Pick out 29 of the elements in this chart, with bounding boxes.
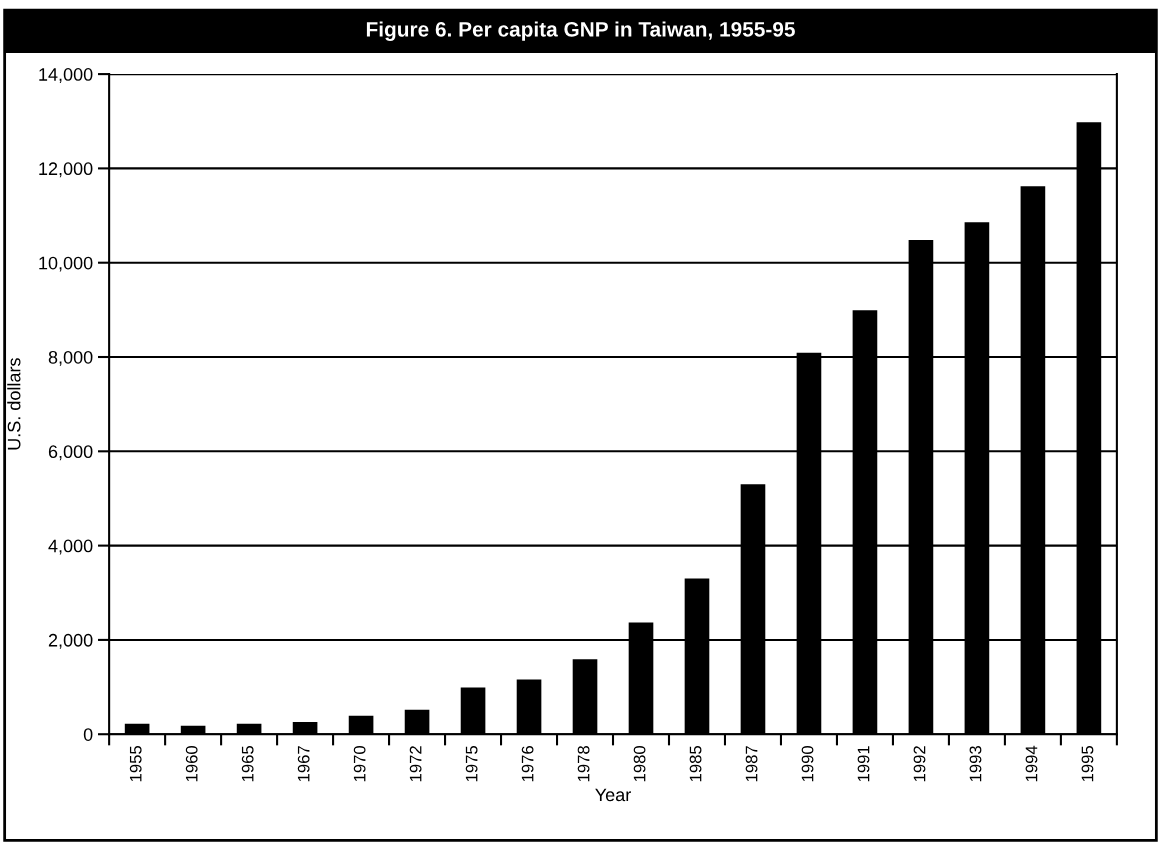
x-tick-label: 1978 (577, 746, 590, 782)
x-tick-label: 1976 (521, 746, 534, 782)
x-tick-label: 1990 (801, 745, 814, 782)
x-tick-label: 1993 (969, 746, 982, 782)
x-tick-label: 1985 (689, 746, 702, 782)
x-tick-label: 1960 (185, 745, 198, 782)
chart-title: Figure 6. Per capita GNP in Taiwan, 1955-95 (366, 21, 795, 41)
x-tick-label: 1972 (409, 746, 422, 782)
y-tick-label: 14,000 (39, 68, 93, 83)
x-tick-label: 1980 (633, 745, 646, 782)
y-tick-label: 4,000 (48, 539, 93, 555)
x-tick-label: 1955 (129, 746, 142, 782)
y-tick-label: 12,000 (39, 162, 93, 178)
y-tick-label: 0 (83, 728, 93, 741)
x-tick-label: 1987 (745, 746, 758, 782)
y-axis-title: U.S. dollars (7, 358, 21, 450)
y-tick-label: 10,000 (39, 256, 93, 272)
x-tick-label: 1994 (1025, 745, 1038, 782)
x-tick-label: 1995 (1081, 746, 1094, 782)
x-tick-label: 1991 (857, 746, 870, 782)
x-tick-label: 1970 (353, 745, 366, 782)
x-tick-label: 1975 (465, 746, 478, 782)
y-tick-label: 8,000 (48, 350, 93, 366)
y-tick-label: 6,000 (48, 445, 93, 461)
x-tick-label: 1992 (913, 746, 926, 782)
x-tick-label: 1965 (241, 746, 254, 782)
x-axis-title: Year (595, 788, 631, 802)
x-tick-label: 1967 (297, 746, 310, 782)
y-tick-label: 2,000 (48, 633, 93, 649)
